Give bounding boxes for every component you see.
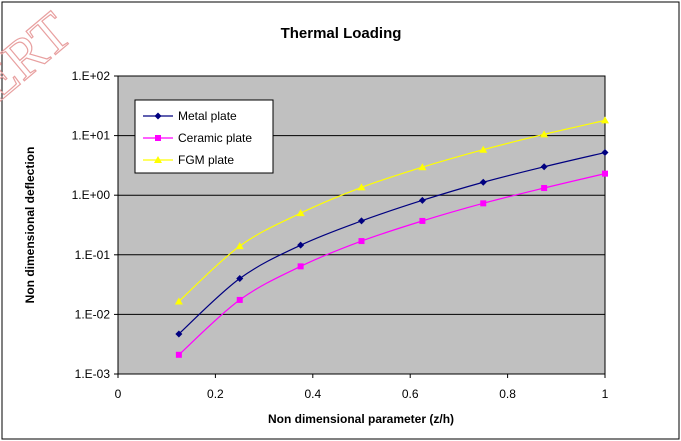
data-point-fgm-plate (235, 242, 244, 250)
data-point-metal-plate (418, 196, 426, 204)
axes: 1.E-03 1.E-02 1.E-01 1.E+00 1.E+01 1.E+02 0 0.2… (72, 69, 609, 401)
x-tick-label: 0.8 (499, 387, 516, 401)
legend-item-ceramic-plate: Ceramic plate (143, 131, 252, 145)
data-point-fgm-plate (357, 183, 366, 191)
data-point-ceramic-plate (602, 170, 608, 177)
data-point-fgm-plate (296, 209, 305, 217)
x-tick-label: 0.4 (304, 387, 321, 401)
series-ceramic-plate (175, 170, 608, 358)
data-point-metal-plate (358, 217, 365, 225)
plot-area (117, 75, 606, 375)
data-point-ceramic-plate (480, 200, 487, 207)
chart-title: Thermal Loading (281, 25, 402, 42)
y-tick-label: 1.E-02 (75, 307, 111, 321)
data-point-ceramic-plate (175, 351, 182, 358)
y-tick-label: 1.E+02 (72, 69, 111, 83)
data-point-fgm-plate (174, 297, 183, 305)
series-fgm-plate (174, 116, 609, 305)
series-metal-plate (175, 149, 609, 338)
data-point-metal-plate (175, 330, 183, 338)
legend-swatch-marker (154, 112, 162, 120)
legend-swatch-marker (155, 135, 161, 141)
y-axis-title: Non dimensional deflection (23, 147, 37, 304)
x-tick-label: 0.6 (402, 387, 419, 401)
legend-item-metal-plate: Metal plate (143, 109, 237, 123)
legend-label: Metal plate (178, 109, 237, 123)
data-point-ceramic-plate (297, 263, 304, 270)
data-point-fgm-plate (479, 145, 488, 153)
data-point-metal-plate (540, 163, 548, 171)
x-tick-label: 0 (115, 387, 122, 401)
series-group (174, 116, 609, 358)
x-tick-label: 0.2 (207, 387, 224, 401)
data-point-metal-plate (236, 275, 244, 283)
data-point-metal-plate (297, 241, 305, 249)
data-point-metal-plate (601, 149, 609, 157)
legend: Metal plate Ceramic plate FGM plate (134, 99, 274, 174)
y-tick-label: 1.E+00 (72, 188, 111, 202)
data-point-fgm-plate (540, 130, 549, 138)
legend-swatch-marker (154, 156, 162, 163)
data-point-ceramic-plate (236, 296, 243, 303)
data-point-ceramic-plate (541, 185, 548, 192)
x-axis-title: Non dimensional parameter (z/h) (268, 412, 454, 426)
y-tick-label: 1.E-03 (75, 367, 111, 381)
y-tick-label: 1.E-01 (75, 248, 111, 262)
legend-item-fgm-plate: FGM plate (143, 153, 234, 167)
data-point-fgm-plate (601, 116, 609, 124)
legend-label: FGM plate (178, 153, 234, 167)
legend-label: Ceramic plate (178, 131, 252, 145)
data-point-fgm-plate (418, 163, 427, 171)
y-tick-label: 1.E+01 (72, 129, 111, 143)
data-point-ceramic-plate (358, 238, 365, 245)
data-point-metal-plate (479, 178, 487, 186)
x-tick-label: 1 (602, 387, 609, 401)
data-point-ceramic-plate (419, 217, 426, 224)
